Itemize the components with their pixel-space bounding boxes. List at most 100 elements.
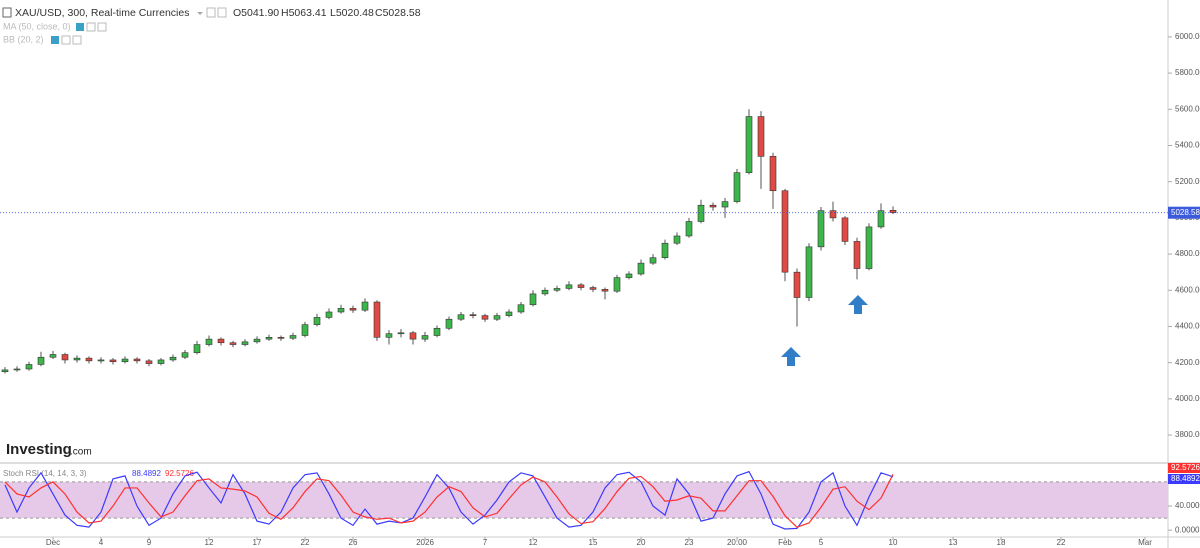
x-tick-label: 22 <box>1057 538 1066 547</box>
x-tick-label: 20:00 <box>727 538 748 547</box>
x-tick-label: Dec <box>46 538 60 547</box>
candle-body <box>421 335 429 340</box>
candle-body <box>613 277 621 292</box>
candle-body <box>697 204 705 222</box>
logo: Investing <box>6 441 72 458</box>
candle-body <box>409 332 417 340</box>
close-icon[interactable] <box>217 7 227 18</box>
candle-body <box>805 246 813 298</box>
candle-body <box>781 190 789 273</box>
candle-body <box>145 360 153 364</box>
settings-icon[interactable] <box>206 7 216 18</box>
y-tick-label: 4600.00 <box>1175 285 1200 294</box>
candle-body <box>577 284 585 288</box>
y-tick-label: 6000.00 <box>1175 32 1200 41</box>
stoch-band <box>0 481 1168 519</box>
candle-body <box>817 210 825 248</box>
candle-body <box>673 235 681 244</box>
candle-body <box>109 359 117 363</box>
x-tick-label: 12 <box>205 538 214 547</box>
candle-body <box>193 344 201 353</box>
stoch-k-value: 88.4892 <box>132 469 161 478</box>
price-badge-label: 5028.58 <box>1171 208 1200 217</box>
candle-body <box>517 304 525 313</box>
study-icon[interactable] <box>51 36 59 44</box>
candle-body <box>853 241 861 269</box>
candle-body <box>709 204 717 208</box>
study-icon[interactable] <box>86 22 96 32</box>
x-tick-label: 4 <box>99 538 104 547</box>
candle-body <box>49 354 57 358</box>
x-tick-label: 22 <box>301 538 310 547</box>
dropdown[interactable] <box>197 12 203 15</box>
stoch-tick-label: 0.0000 <box>1175 525 1200 534</box>
study-icon[interactable] <box>97 22 107 32</box>
candle-body <box>505 311 513 316</box>
candle-body <box>529 293 537 306</box>
candle-body <box>457 314 465 320</box>
x-tick-label: 18 <box>997 538 1006 547</box>
stoch-line <box>4 474 894 528</box>
candle-body <box>241 341 249 345</box>
candle-body <box>877 210 885 228</box>
study-icon[interactable] <box>72 35 82 45</box>
candle-body <box>829 210 837 219</box>
candle-body <box>721 201 729 208</box>
y-tick-label: 4000.00 <box>1175 394 1200 403</box>
study-icon[interactable] <box>76 23 84 31</box>
candle-body <box>865 226 873 269</box>
candle-body <box>649 257 657 264</box>
x-tick-label: 5 <box>819 538 824 547</box>
candle-body <box>769 156 777 192</box>
candle-body <box>637 262 645 275</box>
x-tick-label: 20 <box>637 538 646 547</box>
candle-body <box>601 289 609 292</box>
candle-body <box>745 116 753 173</box>
symbol: XAU/USD, 300, Real-time Currencies <box>15 7 189 19</box>
candle-body <box>469 314 477 316</box>
candle-body <box>301 324 309 336</box>
candle-body <box>277 337 285 339</box>
candle-body <box>121 358 129 363</box>
y-tick-label: 4200.00 <box>1175 358 1200 367</box>
candle-body <box>841 217 849 242</box>
candle-body <box>757 116 765 157</box>
x-tick-label: 12 <box>529 538 538 547</box>
close-label: C5028.58 <box>375 7 421 19</box>
candle-body <box>265 337 273 340</box>
stoch-badge <box>1168 474 1200 484</box>
candle-body <box>397 332 405 335</box>
candle-body <box>133 358 141 362</box>
symbol-icon[interactable] <box>2 7 12 18</box>
candle-body <box>217 338 225 344</box>
candle-body <box>61 354 69 361</box>
candle-body <box>313 317 321 325</box>
study-icon[interactable] <box>61 35 71 45</box>
candle-body <box>733 172 741 202</box>
candle-body <box>373 301 381 338</box>
low-label: L5020.48 <box>330 7 374 19</box>
high-label: H5063.41 <box>281 7 327 19</box>
x-tick-label: 9 <box>147 538 152 547</box>
candle-body <box>13 368 21 371</box>
candle-body <box>205 338 213 345</box>
candle-body <box>1 369 9 372</box>
candle-body <box>337 308 345 313</box>
candle-body <box>445 318 453 329</box>
x-tick-label: Mar <box>1138 538 1152 547</box>
x-tick-label: 13 <box>949 538 958 547</box>
y-tick-label: 4800.00 <box>1175 249 1200 258</box>
y-tick-label: 5400.00 <box>1175 141 1200 150</box>
candle-body <box>481 315 489 320</box>
candle-body <box>433 327 441 336</box>
y-tick-label: 4400.00 <box>1175 322 1200 331</box>
candle-body <box>625 273 633 278</box>
arrow-up <box>781 347 801 366</box>
x-tick-label: 2026 <box>416 538 434 547</box>
candle-body <box>169 356 177 361</box>
stoch-badge <box>1168 463 1200 473</box>
candle-body <box>253 338 261 343</box>
candle-body <box>25 364 33 370</box>
candle-body <box>85 357 93 362</box>
